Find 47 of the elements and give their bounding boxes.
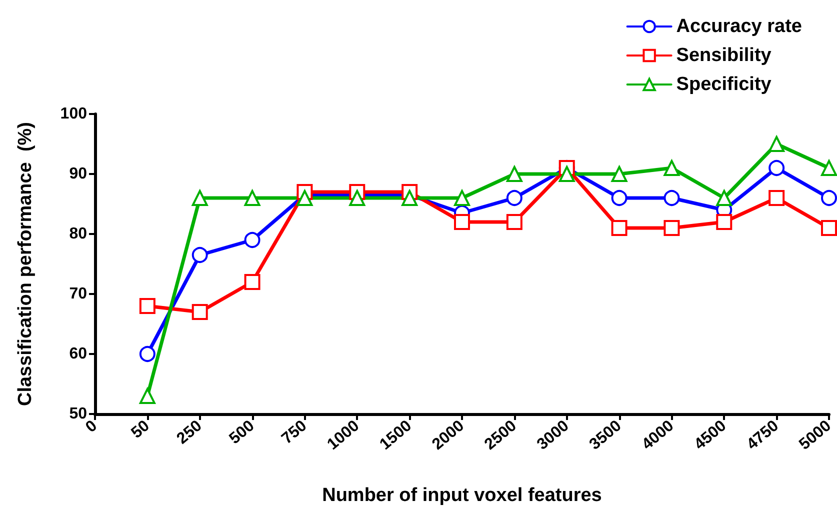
point — [506, 166, 522, 182]
point — [139, 346, 156, 362]
point — [821, 160, 837, 176]
legend-label: Sensibility — [676, 45, 772, 66]
point — [402, 190, 418, 206]
point — [768, 190, 785, 206]
point — [244, 274, 260, 290]
y-tick-label: 50 — [69, 406, 88, 422]
point — [192, 190, 208, 206]
point — [192, 304, 208, 320]
point — [139, 388, 156, 404]
point — [192, 247, 208, 263]
point — [768, 136, 785, 152]
point — [296, 190, 313, 206]
x-tick-label: 750 — [278, 417, 310, 448]
legend-label: Specificity — [676, 74, 772, 95]
point — [611, 166, 628, 182]
point — [244, 190, 260, 206]
point — [821, 190, 837, 206]
y-tick-label: 80 — [69, 226, 88, 242]
y-tick-label: 70 — [69, 286, 88, 302]
point — [611, 190, 628, 206]
y-tick-label: 90 — [69, 166, 88, 182]
y-tick-label: 100 — [60, 106, 88, 122]
point — [664, 220, 680, 236]
point — [506, 190, 522, 206]
point — [768, 160, 785, 176]
y-tick-label: 60 — [69, 346, 88, 362]
point — [664, 160, 680, 176]
point — [454, 214, 470, 230]
point — [139, 298, 156, 314]
point — [558, 166, 575, 182]
point — [716, 214, 732, 230]
point — [611, 220, 628, 236]
point — [244, 232, 260, 248]
x-tick-label: 50 — [128, 417, 153, 442]
point — [454, 190, 470, 206]
point — [716, 190, 732, 206]
x-tick-label: 250 — [174, 417, 206, 448]
point — [349, 190, 366, 206]
point — [821, 220, 837, 236]
x-axis-title: Number of input voxel features — [322, 485, 602, 506]
legend-label: Accuracy rate — [676, 16, 802, 37]
point — [664, 190, 680, 206]
y-axis-title: Classification performance (%) — [15, 122, 36, 406]
x-tick-label: 500 — [226, 417, 258, 448]
point — [506, 214, 522, 230]
